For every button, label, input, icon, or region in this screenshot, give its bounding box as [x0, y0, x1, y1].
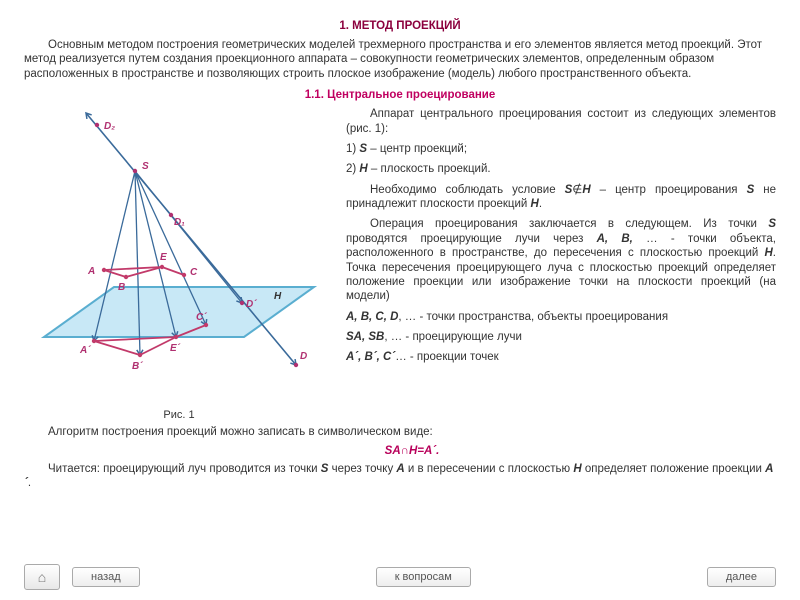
equation: SA∩Н=A´.: [24, 444, 776, 458]
text-apparatus: Аппарат центрального проецирования состо…: [346, 107, 776, 136]
svg-text:C´: C´: [196, 312, 207, 323]
text-def-rays: SA, SB, … - проецирующие лучи: [346, 330, 776, 344]
text-reads: Читается: проецирующий луч проводится из…: [24, 462, 776, 491]
figure-1: A B E C A´ B´ E´ C´ D₂ S D₁ D´ H D: [24, 107, 334, 407]
svg-text:H: H: [274, 291, 282, 302]
svg-text:D₂: D₂: [104, 121, 115, 132]
text-operation: Операция проецирования заключается в сле…: [346, 217, 776, 303]
questions-button[interactable]: к вопросам: [376, 567, 471, 587]
svg-text:A: A: [87, 266, 95, 277]
nav-bar: ⌂ назад к вопросам далее: [24, 564, 776, 590]
text-item-1: 1) S – центр проекций;: [346, 142, 776, 156]
svg-text:D₁: D₁: [174, 217, 185, 228]
svg-text:S: S: [142, 161, 149, 172]
text-algorithm: Алгоритм построения проекций можно запис…: [24, 425, 776, 439]
svg-text:B: B: [118, 282, 125, 293]
back-button[interactable]: назад: [72, 567, 140, 587]
text-def-projections: A´, B´, C´… - проекции точек: [346, 350, 776, 364]
svg-text:B´: B´: [132, 361, 143, 372]
text-item-2: 2) Н – плоскость проекций.: [346, 162, 776, 176]
next-button[interactable]: далее: [707, 567, 776, 587]
svg-text:E: E: [160, 252, 167, 263]
intro-paragraph: Основным методом построения геометрическ…: [24, 38, 776, 81]
text-condition: Необходимо соблюдать условие S∉Н – центр…: [346, 183, 776, 212]
svg-text:D´: D´: [246, 299, 257, 310]
page-title: 1. МЕТОД ПРОЕКЦИЙ: [24, 20, 776, 32]
svg-text:D: D: [300, 351, 307, 362]
text-def-points: А, В, С, D, … - точки пространства, объе…: [346, 310, 776, 324]
svg-text:A´: A´: [79, 345, 91, 356]
home-button[interactable]: ⌂: [24, 564, 60, 590]
svg-text:C: C: [190, 267, 198, 278]
svg-text:E´: E´: [170, 343, 181, 354]
home-icon: ⌂: [38, 569, 46, 585]
section-title: 1.1. Центральное проецирование: [24, 89, 776, 101]
figure-caption: Рис. 1: [24, 409, 334, 421]
